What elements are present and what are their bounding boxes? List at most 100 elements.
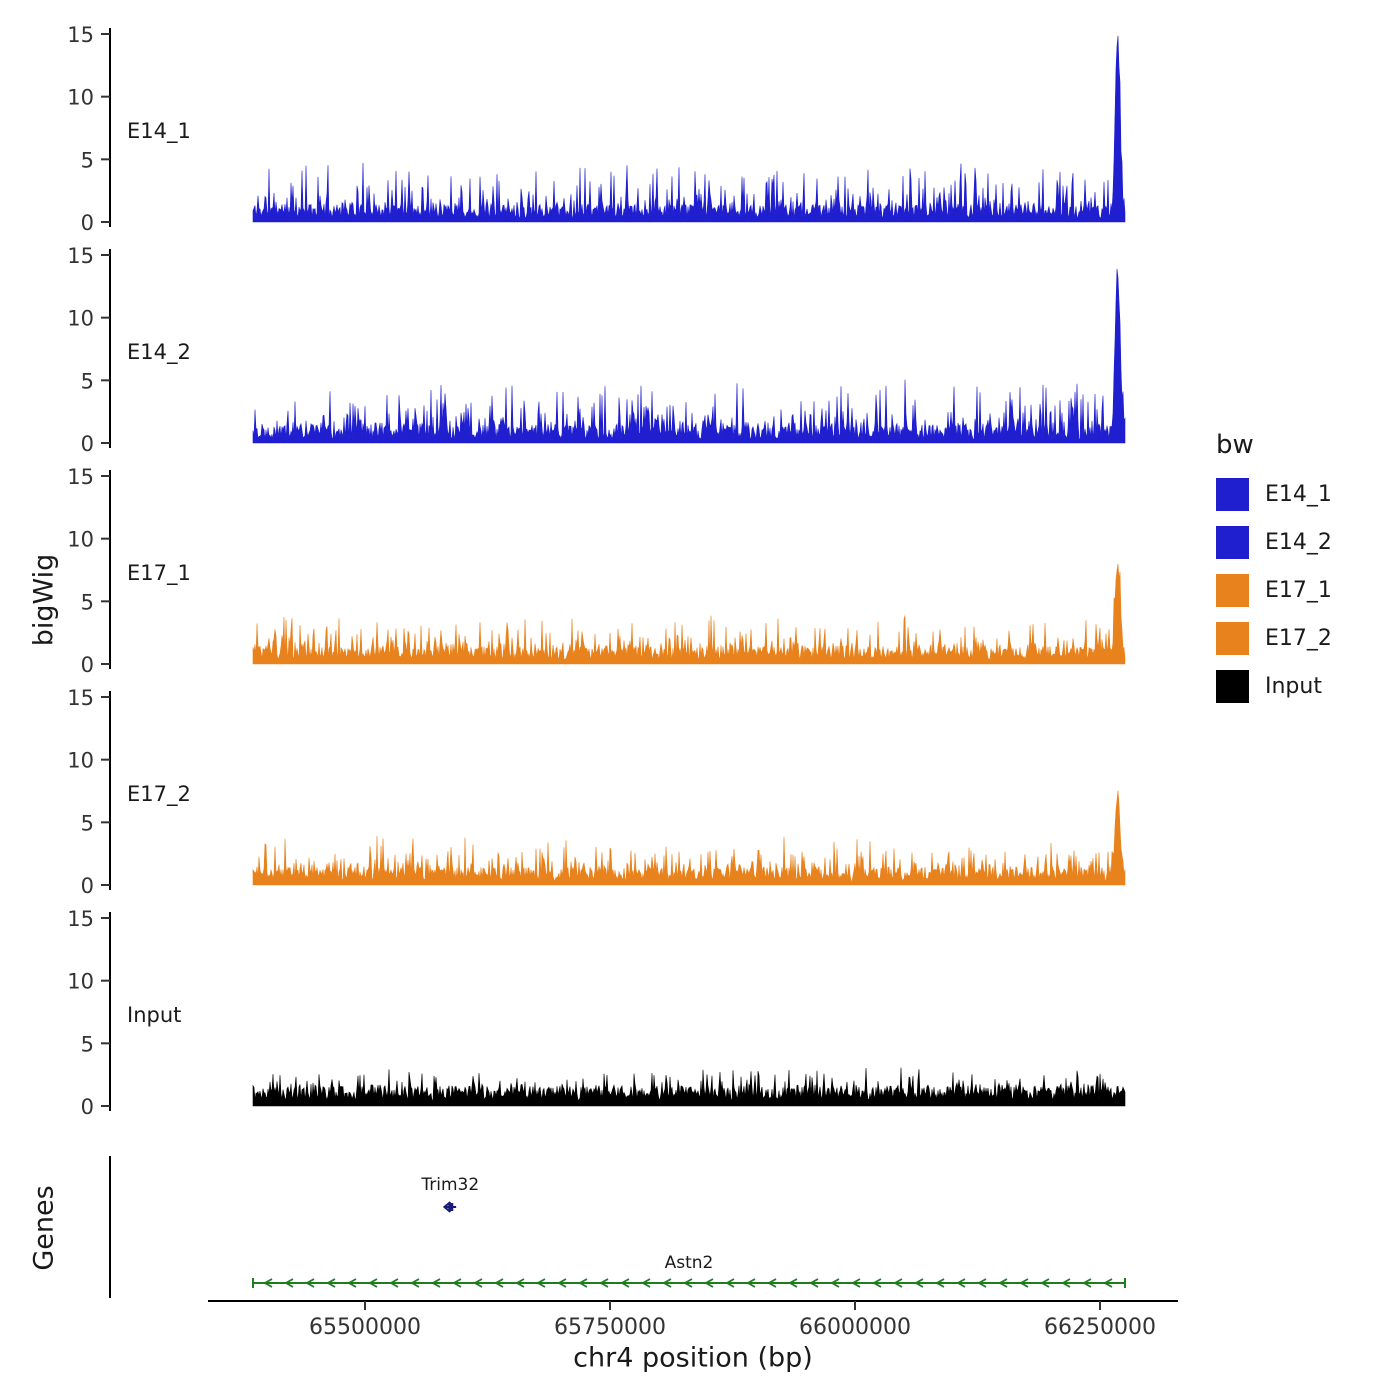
strand-arrow-icon	[788, 1278, 798, 1288]
y-tick-label: 5	[81, 1032, 94, 1056]
legend: bw E14_1 E14_2 E17_1 E17_2 Input	[1216, 430, 1332, 718]
strand-arrow-icon	[1040, 1278, 1050, 1288]
signal-area-E14_1	[252, 35, 1126, 223]
strand-arrow-icon	[1103, 1278, 1113, 1288]
legend-entry-label: E17_1	[1265, 578, 1332, 603]
y-tick-label: 0	[81, 432, 94, 456]
track-label: E14_2	[127, 340, 191, 365]
strand-arrow-icon	[935, 1278, 945, 1288]
strand-arrow-icon	[389, 1278, 399, 1288]
y-axis-title: bigWig	[28, 553, 60, 647]
legend-entry-label: E14_1	[1265, 482, 1332, 507]
legend-entry-label: Input	[1265, 674, 1322, 699]
y-tick-label: 5	[81, 590, 94, 614]
strand-arrow-icon	[620, 1278, 630, 1288]
track-panel-E17_2: 0 5 10 15 E17_2	[67, 686, 1126, 898]
strand-arrow-icon	[872, 1278, 882, 1288]
strand-arrow-icon	[830, 1278, 840, 1288]
y-tick-label: 10	[67, 970, 94, 994]
y-tick-label: 5	[81, 369, 94, 393]
track-panel-Input: 0 5 10 15 Input	[67, 907, 1126, 1119]
strand-arrow-icon	[725, 1278, 735, 1288]
strand-arrow-icon	[284, 1278, 294, 1288]
x-axis: 65500000 65750000 66000000 66250000	[208, 1300, 1178, 1340]
gene-astn2: Astn2	[251, 1253, 1126, 1288]
x-tick-label: 65750000	[554, 1315, 666, 1340]
y-tick-label: 10	[67, 307, 94, 331]
y-tick-label: 10	[67, 749, 94, 773]
legend-entry: Input	[1216, 670, 1332, 703]
strand-arrow-icon	[473, 1278, 483, 1288]
legend-swatch	[1216, 574, 1249, 607]
strand-arrow-icon	[599, 1278, 609, 1288]
track-label: E17_2	[127, 782, 191, 807]
strand-arrow-icon	[410, 1278, 420, 1288]
y-tick-label: 5	[81, 811, 94, 835]
strand-arrow-icon	[431, 1278, 441, 1288]
y-tick-label: 0	[81, 653, 94, 677]
strand-arrow-icon	[851, 1278, 861, 1288]
y-tick-label: 0	[81, 874, 94, 898]
y-tick-label: 0	[81, 211, 94, 235]
legend-entry: E17_1	[1216, 574, 1332, 607]
strand-arrow-icon	[683, 1278, 693, 1288]
track-label: Input	[127, 1003, 181, 1027]
genes-panel: Trim32 Astn2	[109, 1156, 1126, 1298]
signal-area-E14_2	[252, 268, 1126, 444]
strand-arrow-icon	[557, 1278, 567, 1288]
gene-trim32: Trim32	[420, 1175, 479, 1213]
signal-area-E17_1	[252, 563, 1126, 665]
genes-axis-title: Genes	[28, 1185, 60, 1271]
strand-arrow-icon	[998, 1278, 1008, 1288]
strand-arrow-icon	[347, 1278, 357, 1288]
gene-exon	[448, 1203, 454, 1211]
strand-arrow-icon	[536, 1278, 546, 1288]
strand-arrow-icon	[515, 1278, 525, 1288]
strand-arrow-icon	[326, 1278, 336, 1288]
x-tick-label: 66000000	[799, 1315, 911, 1340]
track-panel-E14_1: 0 5 10 15 E14_1	[67, 23, 1126, 235]
y-tick-label: 15	[67, 23, 94, 47]
y-tick-label: 10	[67, 86, 94, 110]
y-tick-label: 15	[67, 907, 94, 931]
track-label: E17_1	[127, 561, 191, 586]
x-tick-label: 65500000	[309, 1315, 421, 1340]
y-tick-label: 0	[81, 1095, 94, 1119]
legend-swatch	[1216, 622, 1249, 655]
x-axis-title: chr4 position (bp)	[573, 1342, 813, 1374]
legend-entry-label: E14_2	[1265, 530, 1332, 555]
y-tick-label: 15	[67, 686, 94, 710]
y-tick-label: 5	[81, 148, 94, 172]
legend-swatch	[1216, 478, 1249, 511]
strand-arrow-icon	[662, 1278, 672, 1288]
strand-arrow-icon	[305, 1278, 315, 1288]
strand-arrow-icon	[893, 1278, 903, 1288]
strand-arrow-icon	[767, 1278, 777, 1288]
gene-label: Trim32	[420, 1175, 479, 1195]
legend-entry: E14_2	[1216, 526, 1332, 559]
strand-arrow-icon	[1082, 1278, 1092, 1288]
y-tick-label: 10	[67, 528, 94, 552]
gene-label: Astn2	[665, 1253, 714, 1273]
strand-arrow-icon	[452, 1278, 462, 1288]
track-label: E14_1	[127, 119, 191, 144]
legend-entry-label: E17_2	[1265, 626, 1332, 651]
strand-arrow-icon	[1019, 1278, 1029, 1288]
legend-entry: E17_2	[1216, 622, 1332, 655]
strand-arrow-icon	[977, 1278, 987, 1288]
strand-arrow-icon	[1061, 1278, 1071, 1288]
strand-arrow-icon	[641, 1278, 651, 1288]
strand-arrow-icon	[494, 1278, 504, 1288]
legend-title: bw	[1216, 430, 1254, 460]
strand-arrow-icon	[914, 1278, 924, 1288]
signal-area-E17_2	[252, 790, 1126, 886]
signal-area-Input	[252, 1067, 1126, 1107]
strand-arrow-icon	[809, 1278, 819, 1288]
strand-arrow-icon	[263, 1278, 273, 1288]
strand-arrow-icon	[704, 1278, 714, 1288]
y-tick-label: 15	[67, 244, 94, 268]
legend-swatch	[1216, 526, 1249, 559]
strand-arrow-icon	[746, 1278, 756, 1288]
